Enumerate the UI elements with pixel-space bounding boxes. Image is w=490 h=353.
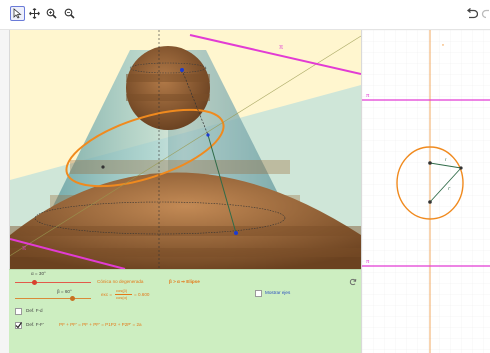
segment-r-prime-label: r' <box>448 186 450 191</box>
directrix-top-label: π <box>366 93 370 99</box>
eccentricity-fraction-bar <box>115 294 132 295</box>
def-ff-formula: PF + PF' = PF + PF' = P1P2 + P2P' = 2a <box>59 322 142 327</box>
graphics-2d-view[interactable]: π π * r r' <box>361 30 490 353</box>
conic-equation: β > α ⇒ Elipse <box>169 279 200 284</box>
slider-alpha-track[interactable] <box>15 282 91 283</box>
refresh-icon[interactable] <box>349 273 357 291</box>
point-f-prime[interactable] <box>234 231 238 235</box>
def-ff-checkbox[interactable] <box>15 322 22 329</box>
grid-2d <box>362 30 490 353</box>
slider-alpha-label: α = 30° <box>31 271 46 276</box>
controls-panel: α = 30° β = 60° Cónica no degenerada β >… <box>9 269 361 353</box>
plane-line-bottom <box>10 238 126 269</box>
undo-icon[interactable] <box>466 7 479 21</box>
slider-beta-track[interactable] <box>15 298 91 299</box>
sphere-band-2 <box>126 94 210 101</box>
ellipse-point-2d[interactable] <box>459 166 463 170</box>
generator-line <box>10 35 361 257</box>
redo-icon[interactable] <box>481 7 490 21</box>
tangent-circle-small <box>129 62 207 74</box>
focus-1-2d[interactable] <box>428 161 432 165</box>
def-fd-checkbox[interactable] <box>15 308 22 315</box>
directrix-bottom-label: π <box>366 259 370 265</box>
eccentricity-numerator: cos(β) <box>116 288 128 293</box>
point-marker-2d: * <box>442 44 444 50</box>
def-fd-label: Def. F-d <box>26 308 43 313</box>
segment-pf-dashed <box>181 69 209 136</box>
zoom-out-icon[interactable] <box>62 6 77 21</box>
eccentricity-lhs: exc = <box>101 292 113 297</box>
slider-beta-label: β = 60° <box>57 289 72 294</box>
scene-3d: π π <box>10 30 361 269</box>
slider-alpha-knob[interactable] <box>31 280 37 285</box>
segment-r-label: r <box>445 157 447 162</box>
point-vertex[interactable] <box>101 165 105 169</box>
eccentricity-denominator: cos(α) <box>116 295 128 300</box>
graphics-3d-view[interactable]: π π <box>9 30 361 269</box>
show-axes-label: Mostrar ejes <box>265 290 291 295</box>
checkmark-icon <box>15 322 22 329</box>
segment-r-2d <box>429 162 462 169</box>
segment-pf-solid <box>207 134 237 234</box>
move-view-icon[interactable] <box>27 6 42 21</box>
plane-label-bottom: π <box>22 246 26 252</box>
point-f[interactable] <box>180 68 184 72</box>
eccentricity-value: = 0.600 <box>134 292 150 297</box>
toolbar <box>0 0 490 30</box>
tangent-circle-large <box>34 201 286 235</box>
ellipse-2d <box>396 146 464 220</box>
point-p[interactable] <box>206 133 210 137</box>
left-edge-bar <box>0 30 9 353</box>
segment-r-prime-2d <box>429 167 462 203</box>
focus-2-2d[interactable] <box>428 200 432 204</box>
zoom-in-icon[interactable] <box>44 6 59 21</box>
big-sphere-band-1 <box>10 226 361 236</box>
conic-title: Cónica no degenerada <box>97 279 144 284</box>
move-pointer-icon[interactable] <box>10 6 25 21</box>
show-axes-checkbox[interactable] <box>255 290 262 297</box>
plane-line-top <box>189 34 361 75</box>
def-ff-label: Def. F-F' <box>26 322 44 327</box>
dandelin-sphere-small <box>126 46 210 130</box>
sphere-band-1 <box>126 74 210 82</box>
slider-beta-knob[interactable] <box>69 296 75 301</box>
big-sphere-band-2 <box>10 248 361 257</box>
dandelin-sphere-large <box>10 172 361 269</box>
plane-label-top: π <box>279 45 283 51</box>
scene-2d: π π * r r' <box>362 30 490 353</box>
